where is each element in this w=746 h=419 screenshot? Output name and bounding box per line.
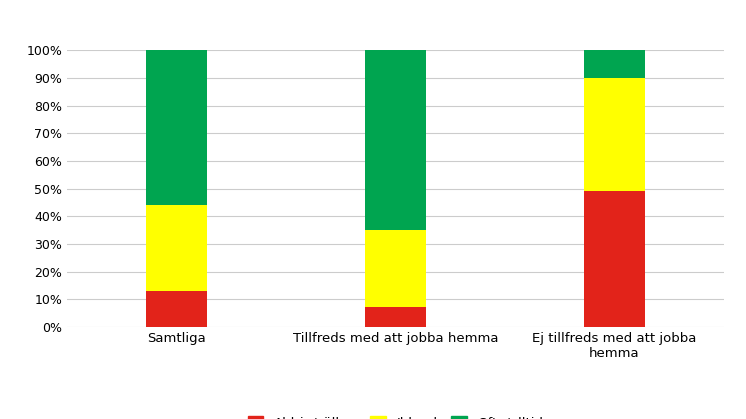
Bar: [583, 191, 645, 327]
Legend: Aldrig/sällan, Ibland, Ofta/alltid: Aldrig/sällan, Ibland, Ofta/alltid: [241, 410, 550, 419]
Bar: [146, 50, 207, 205]
Bar: [365, 50, 426, 230]
Bar: [365, 230, 426, 308]
Bar: [583, 78, 645, 191]
Bar: [583, 50, 645, 78]
Bar: [365, 308, 426, 327]
Bar: [146, 205, 207, 291]
Bar: [146, 291, 207, 327]
